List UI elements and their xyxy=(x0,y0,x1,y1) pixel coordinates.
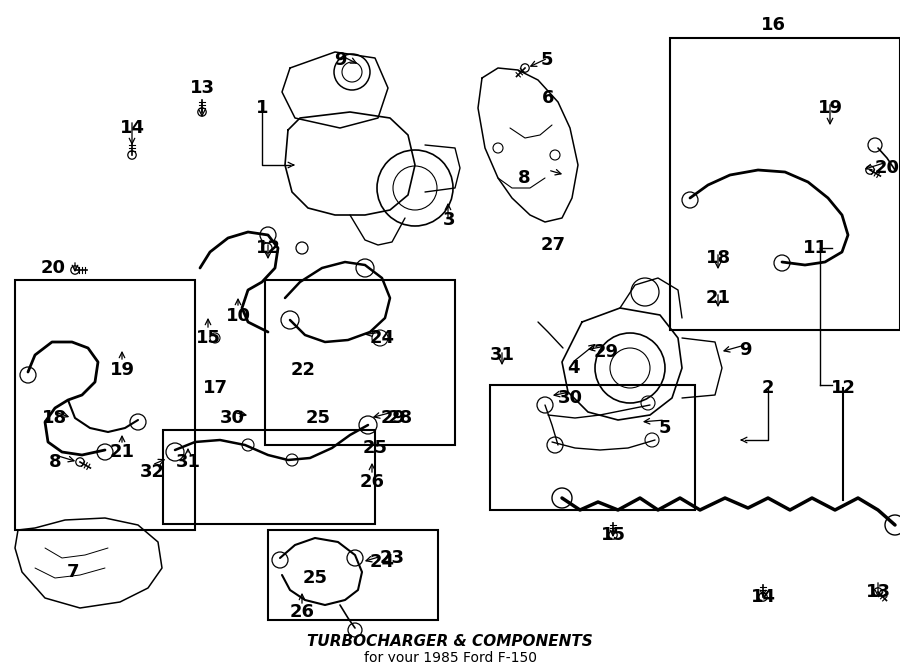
Text: 1: 1 xyxy=(256,99,268,117)
Text: 24: 24 xyxy=(370,329,394,347)
Text: 19: 19 xyxy=(110,361,134,379)
Text: 15: 15 xyxy=(195,329,220,347)
Text: 2: 2 xyxy=(761,379,774,397)
Text: 24: 24 xyxy=(370,553,394,571)
Text: 21: 21 xyxy=(706,289,731,307)
Text: for your 1985 Ford F-150: for your 1985 Ford F-150 xyxy=(364,651,536,662)
Text: 7: 7 xyxy=(67,563,79,581)
Text: 13: 13 xyxy=(866,583,890,601)
Text: 27: 27 xyxy=(541,236,565,254)
Text: 30: 30 xyxy=(557,389,582,407)
Text: 10: 10 xyxy=(226,307,250,325)
Text: 23: 23 xyxy=(380,549,404,567)
Text: 29: 29 xyxy=(593,343,618,361)
Text: 16: 16 xyxy=(760,16,786,34)
Text: 15: 15 xyxy=(600,526,626,544)
Text: 31: 31 xyxy=(490,346,515,364)
Bar xyxy=(15,280,195,530)
Text: 31: 31 xyxy=(176,453,201,471)
Text: 21: 21 xyxy=(110,443,134,461)
Text: TURBOCHARGER & COMPONENTS: TURBOCHARGER & COMPONENTS xyxy=(307,634,593,649)
Text: 17: 17 xyxy=(202,379,228,397)
Text: 32: 32 xyxy=(140,463,165,481)
Text: 12: 12 xyxy=(256,239,281,257)
Text: 6: 6 xyxy=(542,89,554,107)
Text: 29: 29 xyxy=(381,409,406,427)
Text: 14: 14 xyxy=(120,119,145,137)
Text: 20: 20 xyxy=(40,259,66,277)
Bar xyxy=(490,385,695,510)
Text: 9: 9 xyxy=(739,341,752,359)
Text: 8: 8 xyxy=(518,169,530,187)
Text: 3: 3 xyxy=(443,211,455,229)
Text: 28: 28 xyxy=(387,409,412,427)
Text: 26: 26 xyxy=(290,603,314,621)
Text: 8: 8 xyxy=(49,453,61,471)
Text: 14: 14 xyxy=(751,588,776,606)
Text: 5: 5 xyxy=(541,51,554,69)
Text: 5: 5 xyxy=(659,419,671,437)
Bar xyxy=(670,38,900,330)
Text: 4: 4 xyxy=(567,359,580,377)
Bar xyxy=(265,280,455,445)
Text: 19: 19 xyxy=(817,99,842,117)
Text: 12: 12 xyxy=(831,379,856,397)
Text: 26: 26 xyxy=(359,473,384,491)
Text: 13: 13 xyxy=(190,79,214,97)
Text: 25: 25 xyxy=(305,409,330,427)
Bar xyxy=(163,430,375,524)
Text: 11: 11 xyxy=(803,239,827,257)
Text: 25: 25 xyxy=(363,439,388,457)
Text: 22: 22 xyxy=(291,361,316,379)
Text: 25: 25 xyxy=(302,569,328,587)
Text: 18: 18 xyxy=(42,409,68,427)
Text: 20: 20 xyxy=(875,159,899,177)
Text: 18: 18 xyxy=(706,249,731,267)
Text: 30: 30 xyxy=(220,409,245,427)
Text: 9: 9 xyxy=(334,51,346,69)
Bar xyxy=(268,530,438,620)
